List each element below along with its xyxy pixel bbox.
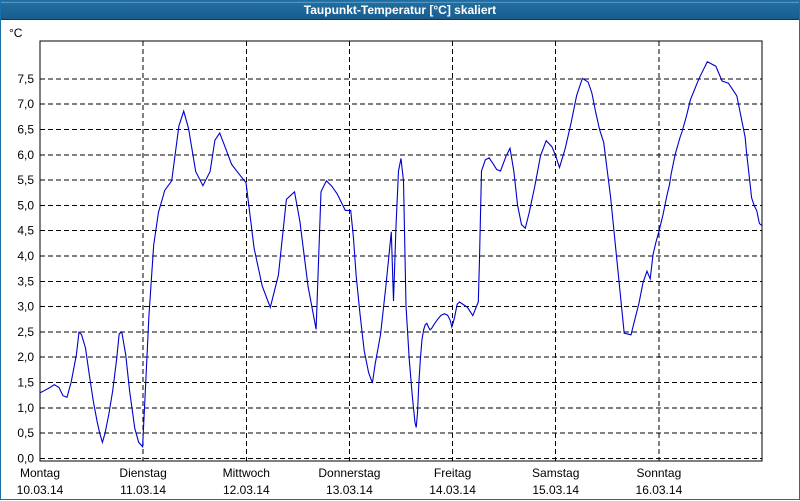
svg-text:Sonntag: Sonntag xyxy=(637,466,682,480)
svg-text:1,5: 1,5 xyxy=(17,376,34,390)
svg-text:11.03.14: 11.03.14 xyxy=(120,483,166,497)
svg-text:°C: °C xyxy=(9,26,23,40)
svg-text:3,5: 3,5 xyxy=(17,274,34,288)
svg-text:10.03.14: 10.03.14 xyxy=(17,483,64,497)
svg-text:5,0: 5,0 xyxy=(17,198,34,212)
svg-text:Dienstag: Dienstag xyxy=(119,466,166,480)
svg-text:1,0: 1,0 xyxy=(17,401,34,415)
svg-text:4,5: 4,5 xyxy=(17,224,34,238)
svg-text:5,5: 5,5 xyxy=(17,173,34,187)
svg-text:13.03.14: 13.03.14 xyxy=(326,483,373,497)
svg-text:16.03.14: 16.03.14 xyxy=(636,483,683,497)
svg-text:Montag: Montag xyxy=(20,466,60,480)
svg-text:15.03.14: 15.03.14 xyxy=(532,483,579,497)
svg-text:7,0: 7,0 xyxy=(17,97,34,111)
svg-text:14.03.14: 14.03.14 xyxy=(429,483,476,497)
svg-text:12.03.14: 12.03.14 xyxy=(223,483,270,497)
svg-text:7,5: 7,5 xyxy=(17,72,34,86)
svg-text:Samstag: Samstag xyxy=(532,466,579,480)
svg-text:2,5: 2,5 xyxy=(17,325,34,339)
svg-text:Freitag: Freitag xyxy=(434,466,471,480)
svg-text:0,0: 0,0 xyxy=(17,451,34,465)
svg-text:0,5: 0,5 xyxy=(17,426,34,440)
svg-text:Mittwoch: Mittwoch xyxy=(223,466,270,480)
svg-text:3,0: 3,0 xyxy=(17,300,34,314)
svg-text:Donnerstag: Donnerstag xyxy=(318,466,380,480)
svg-text:2,0: 2,0 xyxy=(17,350,34,364)
svg-text:6,0: 6,0 xyxy=(17,148,34,162)
svg-text:6,5: 6,5 xyxy=(17,123,34,137)
svg-text:4,0: 4,0 xyxy=(17,249,34,263)
